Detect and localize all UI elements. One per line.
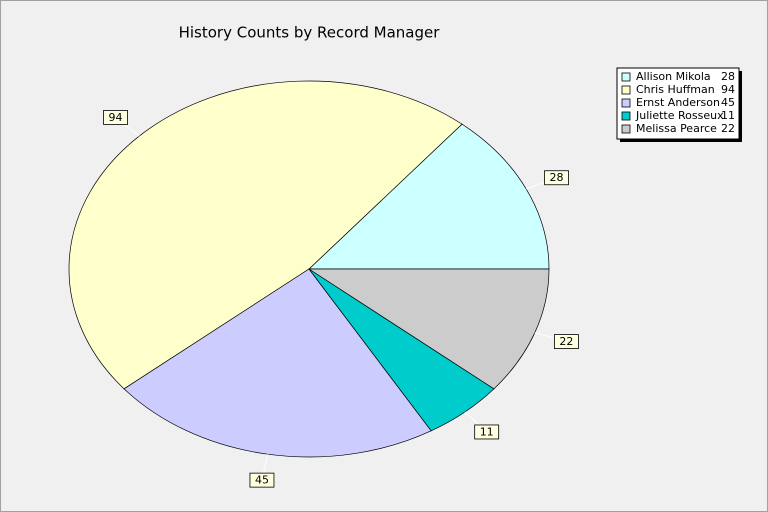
pie-slice: [308, 123, 550, 270]
legend-swatch: [621, 85, 631, 95]
data-label: 28: [550, 171, 564, 184]
data-label-box: [249, 472, 275, 488]
legend: [616, 67, 740, 140]
data-label-box: [474, 424, 500, 440]
legend-swatch: [621, 98, 631, 108]
data-label-box: [554, 334, 579, 349]
data-label-box: [544, 170, 569, 186]
legend-value: 22: [721, 122, 735, 135]
pie-slice: [68, 80, 463, 390]
chart-title: History Counts by Record Manager: [179, 24, 441, 42]
legend-label: Allison Mikola: [636, 70, 711, 83]
legend-label: Chris Huffman: [636, 83, 715, 96]
legend-value: 11: [721, 109, 735, 122]
data-label: 45: [255, 474, 269, 487]
legend-swatch: [621, 72, 631, 82]
data-label: 94: [109, 111, 123, 124]
pie-slice: [307, 268, 550, 390]
legend-label: Juliette Rosseux: [635, 109, 724, 122]
legend-value: 28: [721, 70, 735, 83]
data-label: 11: [480, 425, 494, 438]
pie-slice: [123, 268, 432, 458]
legend-value: 45: [721, 96, 735, 109]
data-label: 22: [559, 335, 573, 348]
legend-swatch: [621, 124, 631, 134]
legend-label: Melissa Pearce: [636, 122, 717, 135]
legend-swatch: [621, 111, 631, 121]
legend-value: 94: [721, 83, 735, 96]
legend-label: Ernst Anderson: [636, 96, 720, 109]
data-label-box: [103, 110, 128, 125]
